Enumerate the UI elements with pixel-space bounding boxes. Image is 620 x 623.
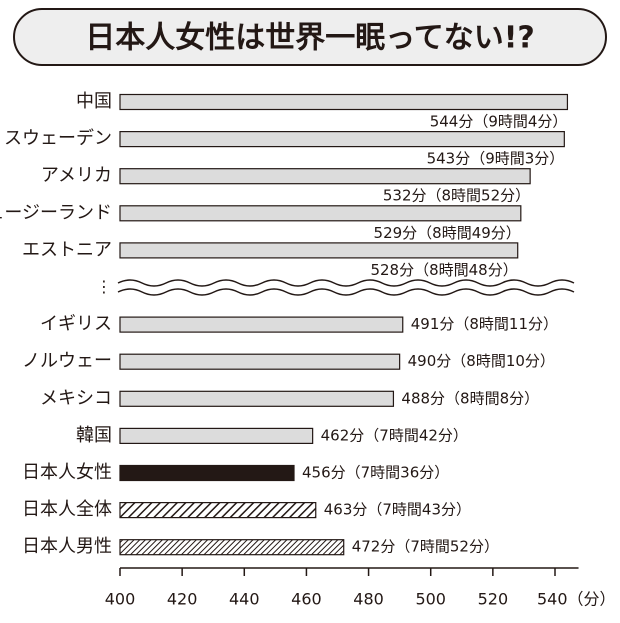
value-label: 532分（8時間52分） bbox=[383, 187, 530, 205]
category-label: 中国 bbox=[76, 91, 112, 112]
bar bbox=[119, 390, 395, 407]
bar bbox=[119, 205, 522, 222]
value-label: 543分（9時間3分） bbox=[427, 150, 565, 168]
category-label: ノルウェー bbox=[22, 351, 112, 372]
category-label: 日本人女性 bbox=[22, 462, 112, 483]
bar bbox=[119, 539, 345, 556]
bar bbox=[119, 242, 519, 259]
x-tick-label: 480 bbox=[353, 590, 384, 609]
axis-break bbox=[117, 279, 575, 296]
x-tick-label: 500 bbox=[415, 590, 446, 609]
category-label: スウェーデン bbox=[4, 128, 112, 149]
x-tick-label: 520 bbox=[478, 590, 509, 609]
category-label: エストニア bbox=[22, 239, 112, 260]
bar bbox=[119, 353, 401, 370]
category-label: ⋮ bbox=[96, 277, 112, 296]
value-label: 491分（8時間11分） bbox=[411, 315, 558, 333]
value-label: 544分（9時間4分） bbox=[430, 113, 568, 131]
value-label: 529分（8時間49分） bbox=[374, 224, 521, 242]
value-label: 472分（7時間52分） bbox=[352, 538, 499, 556]
category-label: 日本人全体 bbox=[22, 499, 112, 520]
category-label: イギリス bbox=[40, 314, 112, 335]
value-label: 463分（7時間43分） bbox=[324, 501, 471, 519]
x-tick-label: 400 bbox=[105, 590, 136, 609]
value-label: 528分（8時間48分） bbox=[370, 261, 517, 279]
category-label: アメリカ bbox=[41, 165, 112, 186]
x-tick-label: 440 bbox=[229, 590, 260, 609]
category-label: 韓国 bbox=[76, 425, 112, 446]
bar bbox=[119, 464, 295, 482]
bar bbox=[119, 427, 314, 444]
value-label: 456分（7時間36分） bbox=[302, 464, 449, 482]
value-label: 488分（8時間8分） bbox=[401, 389, 539, 407]
x-tick-label: 540（分） bbox=[537, 590, 616, 609]
bar bbox=[119, 131, 565, 148]
bar bbox=[119, 168, 531, 185]
category-label: ニュージーランド bbox=[0, 202, 112, 223]
x-tick-label: 420 bbox=[167, 590, 198, 609]
bar bbox=[119, 316, 404, 333]
value-label: 490分（8時間10分） bbox=[408, 352, 555, 370]
value-label: 462分（7時間42分） bbox=[321, 426, 468, 444]
x-tick-label: 460 bbox=[291, 590, 322, 609]
bar bbox=[119, 502, 317, 519]
title-box bbox=[13, 8, 607, 66]
bar bbox=[119, 93, 569, 111]
category-label: メキシコ bbox=[40, 388, 112, 409]
category-label: 日本人男性 bbox=[22, 536, 112, 557]
chart-title: 日本人女性は世界一眠ってない!? bbox=[85, 21, 535, 56]
